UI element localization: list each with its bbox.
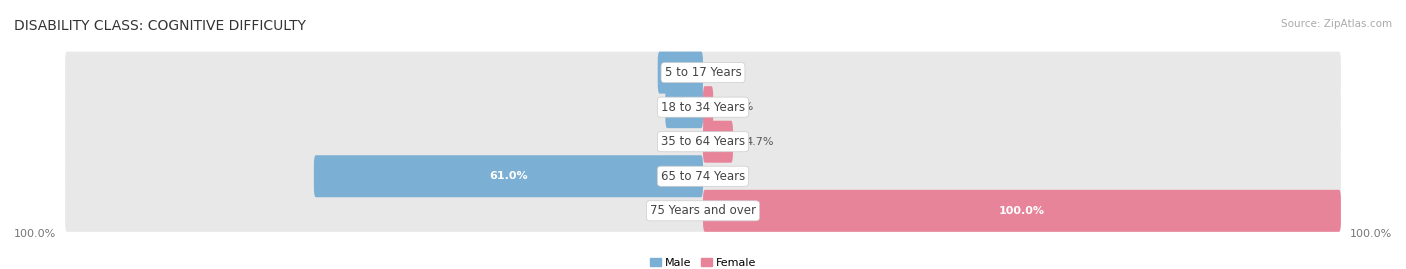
FancyBboxPatch shape <box>65 86 1341 128</box>
FancyBboxPatch shape <box>665 86 703 128</box>
FancyBboxPatch shape <box>703 121 733 163</box>
Text: 0.0%: 0.0% <box>716 68 744 77</box>
Text: 7.1%: 7.1% <box>665 68 696 77</box>
Text: 75 Years and over: 75 Years and over <box>650 204 756 217</box>
FancyBboxPatch shape <box>65 190 1341 232</box>
Text: 4.7%: 4.7% <box>745 137 775 147</box>
Text: 100.0%: 100.0% <box>14 229 56 239</box>
FancyBboxPatch shape <box>703 86 713 128</box>
Text: 0.0%: 0.0% <box>662 137 690 147</box>
Text: DISABILITY CLASS: COGNITIVE DIFFICULTY: DISABILITY CLASS: COGNITIVE DIFFICULTY <box>14 19 307 33</box>
Legend: Male, Female: Male, Female <box>645 254 761 269</box>
Text: 100.0%: 100.0% <box>1350 229 1392 239</box>
FancyBboxPatch shape <box>65 52 1341 94</box>
Text: 65 to 74 Years: 65 to 74 Years <box>661 170 745 183</box>
Text: Source: ZipAtlas.com: Source: ZipAtlas.com <box>1281 19 1392 29</box>
Text: 61.0%: 61.0% <box>489 171 527 181</box>
FancyBboxPatch shape <box>314 155 703 197</box>
Text: 1.6%: 1.6% <box>725 102 754 112</box>
FancyBboxPatch shape <box>658 52 703 94</box>
Text: 0.0%: 0.0% <box>662 206 690 216</box>
FancyBboxPatch shape <box>703 190 1341 232</box>
Text: 5 to 17 Years: 5 to 17 Years <box>665 66 741 79</box>
Text: 35 to 64 Years: 35 to 64 Years <box>661 135 745 148</box>
Text: 0.0%: 0.0% <box>716 171 744 181</box>
Text: 100.0%: 100.0% <box>998 206 1045 216</box>
Text: 18 to 34 Years: 18 to 34 Years <box>661 101 745 114</box>
FancyBboxPatch shape <box>65 121 1341 163</box>
FancyBboxPatch shape <box>65 155 1341 197</box>
Text: 5.9%: 5.9% <box>669 102 700 112</box>
